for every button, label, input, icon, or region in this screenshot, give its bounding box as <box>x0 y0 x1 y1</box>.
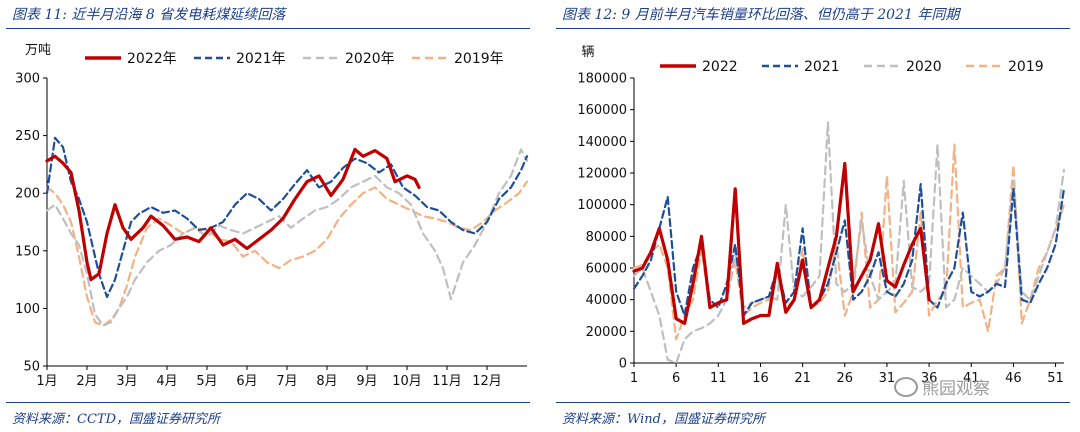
chart-source-auto: 资料来源：Wind，国盛证券研究所 <box>562 412 765 427</box>
axes-group: 0 20000 40000 60000 80000 100000 120000 140000 1… <box>577 45 1064 386</box>
series-line-2019 <box>45 180 529 327</box>
series-line-2021 <box>45 136 529 298</box>
chart-source-coal: 资料来源：CCTD，国盛证券研究所 <box>12 412 220 427</box>
x-tick-label: 51 <box>1047 371 1064 386</box>
wechat-icon <box>894 377 918 397</box>
legend-label-2019: 2019 <box>1008 59 1044 75</box>
title-rule <box>6 28 530 29</box>
x-tick-label: 1 <box>630 371 638 386</box>
legend: 2022 2021 2020 2019 <box>660 59 1044 75</box>
y-tick-label: 0 <box>619 357 627 372</box>
legend-label-2020: 2020 <box>906 59 942 75</box>
axes-group: 50 100 150 200 250 300 万吨 1月 2月 3月 4月 5月 6月 7月 8月 9月 10月… <box>15 43 527 389</box>
x-tick-label: 5月 <box>196 374 217 389</box>
x-tick-label: 31 <box>879 371 896 386</box>
legend-label-2022: 2022年 <box>127 51 177 67</box>
series-line-2022 <box>632 161 931 325</box>
chart-title-auto: 图表 12: 9 月前半月汽车销量环比回落、但仍高于 2021 年同期 <box>562 7 960 23</box>
x-tick-label: 36 <box>921 371 938 386</box>
title-rule <box>556 28 1070 29</box>
legend-label-2021: 2021年 <box>236 51 286 67</box>
y-tick-label: 300 <box>15 72 40 87</box>
x-tick-label: 2月 <box>76 374 97 389</box>
y-axis-label: 辆 <box>581 45 594 60</box>
y-tick-label: 180000 <box>577 72 627 87</box>
y-tick-label: 20000 <box>586 325 627 340</box>
watermark-text: 熊园观察 <box>922 379 990 399</box>
legend-label-2021: 2021 <box>804 59 840 75</box>
y-tick-label: 80000 <box>586 230 627 245</box>
legend-label-2019: 2019年 <box>454 51 504 67</box>
series-line-2019 <box>632 143 1066 341</box>
source-rule <box>556 402 1070 403</box>
y-tick-label: 100000 <box>577 198 627 213</box>
y-tick-label: 150 <box>15 244 40 259</box>
x-tick-label: 26 <box>837 371 854 386</box>
chart-title-coal: 图表 11: 近半月沿海 8 省发电耗煤延续回落 <box>12 7 286 23</box>
y-tick-label: 60000 <box>586 262 627 277</box>
y-tick-label: 200 <box>15 187 40 202</box>
legend-label-2020: 2020年 <box>345 51 395 67</box>
series-line-2020 <box>45 148 529 327</box>
y-tick-label: 140000 <box>577 135 627 150</box>
x-tick-label: 6月 <box>236 374 257 389</box>
chart-panel-coal: 图表 11: 近半月沿海 8 省发电耗煤延续回落 50 100 150 200 250 3… <box>6 7 530 427</box>
x-tick-label: 3月 <box>116 374 137 389</box>
y-tick-label: 120000 <box>577 167 627 182</box>
x-tick-label: 16 <box>752 371 769 386</box>
legend: 2022年 2021年 2020年 2019年 <box>85 51 504 67</box>
x-tick-label: 46 <box>1005 371 1022 386</box>
source-rule <box>6 402 530 403</box>
y-tick-label: 160000 <box>577 103 627 118</box>
y-axis-label: 万吨 <box>25 43 51 58</box>
x-tick-label: 9月 <box>356 374 377 389</box>
y-tick-label: 40000 <box>586 293 627 308</box>
x-tick-label: 7月 <box>276 374 297 389</box>
y-tick-label: 50 <box>23 360 40 375</box>
x-tick-label: 10月 <box>392 374 422 389</box>
x-tick-label: 6 <box>672 371 680 386</box>
x-tick-label: 12月 <box>472 374 502 389</box>
x-tick-label: 41 <box>963 371 980 386</box>
auto-sales-chart: 0 20000 40000 60000 80000 100000 120000 140000 1… <box>577 45 1066 386</box>
x-tick-label: 11月 <box>432 374 462 389</box>
coal-consumption-chart: 50 100 150 200 250 300 万吨 1月 2月 3月 4月 5月 6月 7月 8月 9月 10月… <box>15 43 529 389</box>
x-tick-label: 8月 <box>316 374 337 389</box>
legend-label-2022: 2022 <box>702 59 738 75</box>
x-tick-label: 11 <box>710 371 727 386</box>
y-tick-label: 100 <box>15 302 40 317</box>
x-tick-label: 1月 <box>36 374 57 389</box>
watermark: 熊园观察 <box>894 374 990 399</box>
series-line-2022 <box>45 147 421 282</box>
chart-panel-auto: 图表 12: 9 月前半月汽车销量环比回落、但仍高于 2021 年同期 0 200… <box>550 0 1080 432</box>
x-tick-label: 4月 <box>156 374 177 389</box>
y-tick-label: 250 <box>15 129 40 144</box>
x-tick-label: 21 <box>794 371 811 386</box>
